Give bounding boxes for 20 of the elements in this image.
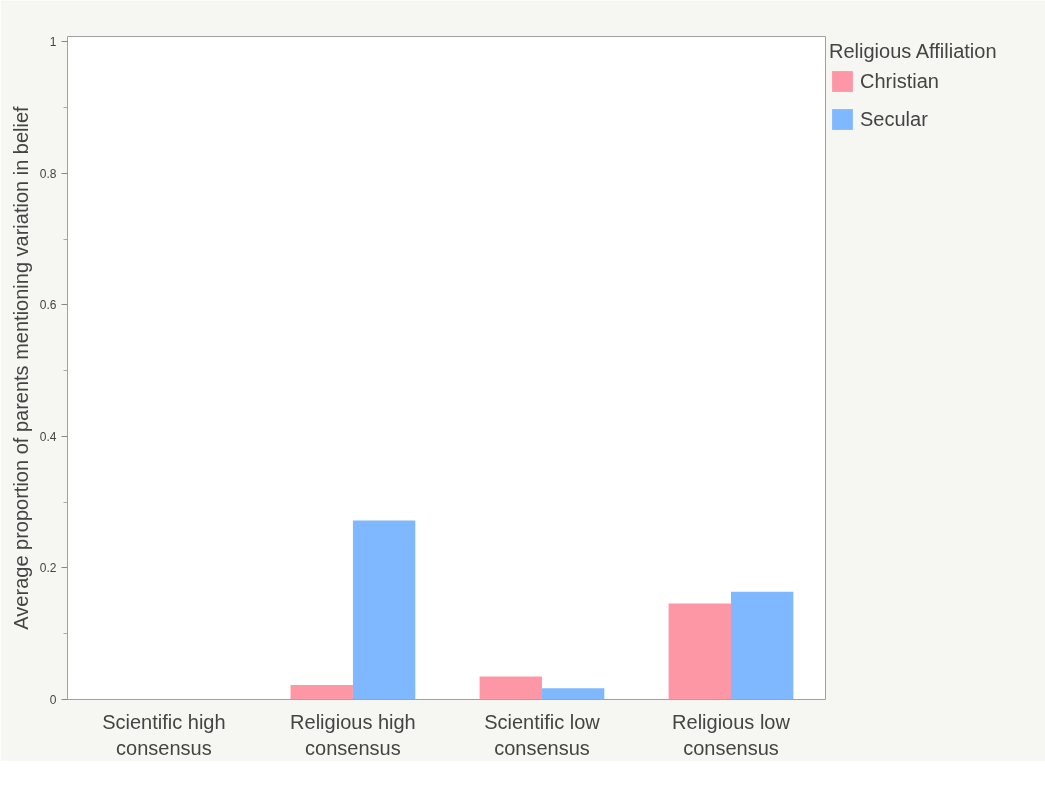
bar xyxy=(290,685,353,700)
legend-title: Religious Affiliation xyxy=(829,40,997,63)
y-tick-label: 0.2 xyxy=(39,561,57,576)
x-tick-label: Religious high consensus xyxy=(290,710,416,759)
bar xyxy=(730,591,794,700)
legend-label: Secular xyxy=(860,106,928,132)
y-axis-title: Average proportion of parents mentioning variation in belief xyxy=(9,105,32,630)
x-tick-label: Religious low consensus xyxy=(672,710,791,759)
bar xyxy=(352,520,416,700)
x-tick-label: Scientific low consensus xyxy=(484,710,601,759)
bar xyxy=(479,676,542,700)
y-tick-label: 0.4 xyxy=(39,429,57,444)
legend-label: Christian xyxy=(860,68,939,94)
y-tick-label: 0.8 xyxy=(39,166,57,181)
y-tick-label: 1 xyxy=(49,35,57,50)
x-tick-label: Scientific high consensus xyxy=(102,710,226,759)
bar xyxy=(668,603,731,700)
y-tick-label: 0.6 xyxy=(39,298,57,313)
y-tick-label: 0 xyxy=(49,693,57,707)
bar xyxy=(541,688,605,700)
